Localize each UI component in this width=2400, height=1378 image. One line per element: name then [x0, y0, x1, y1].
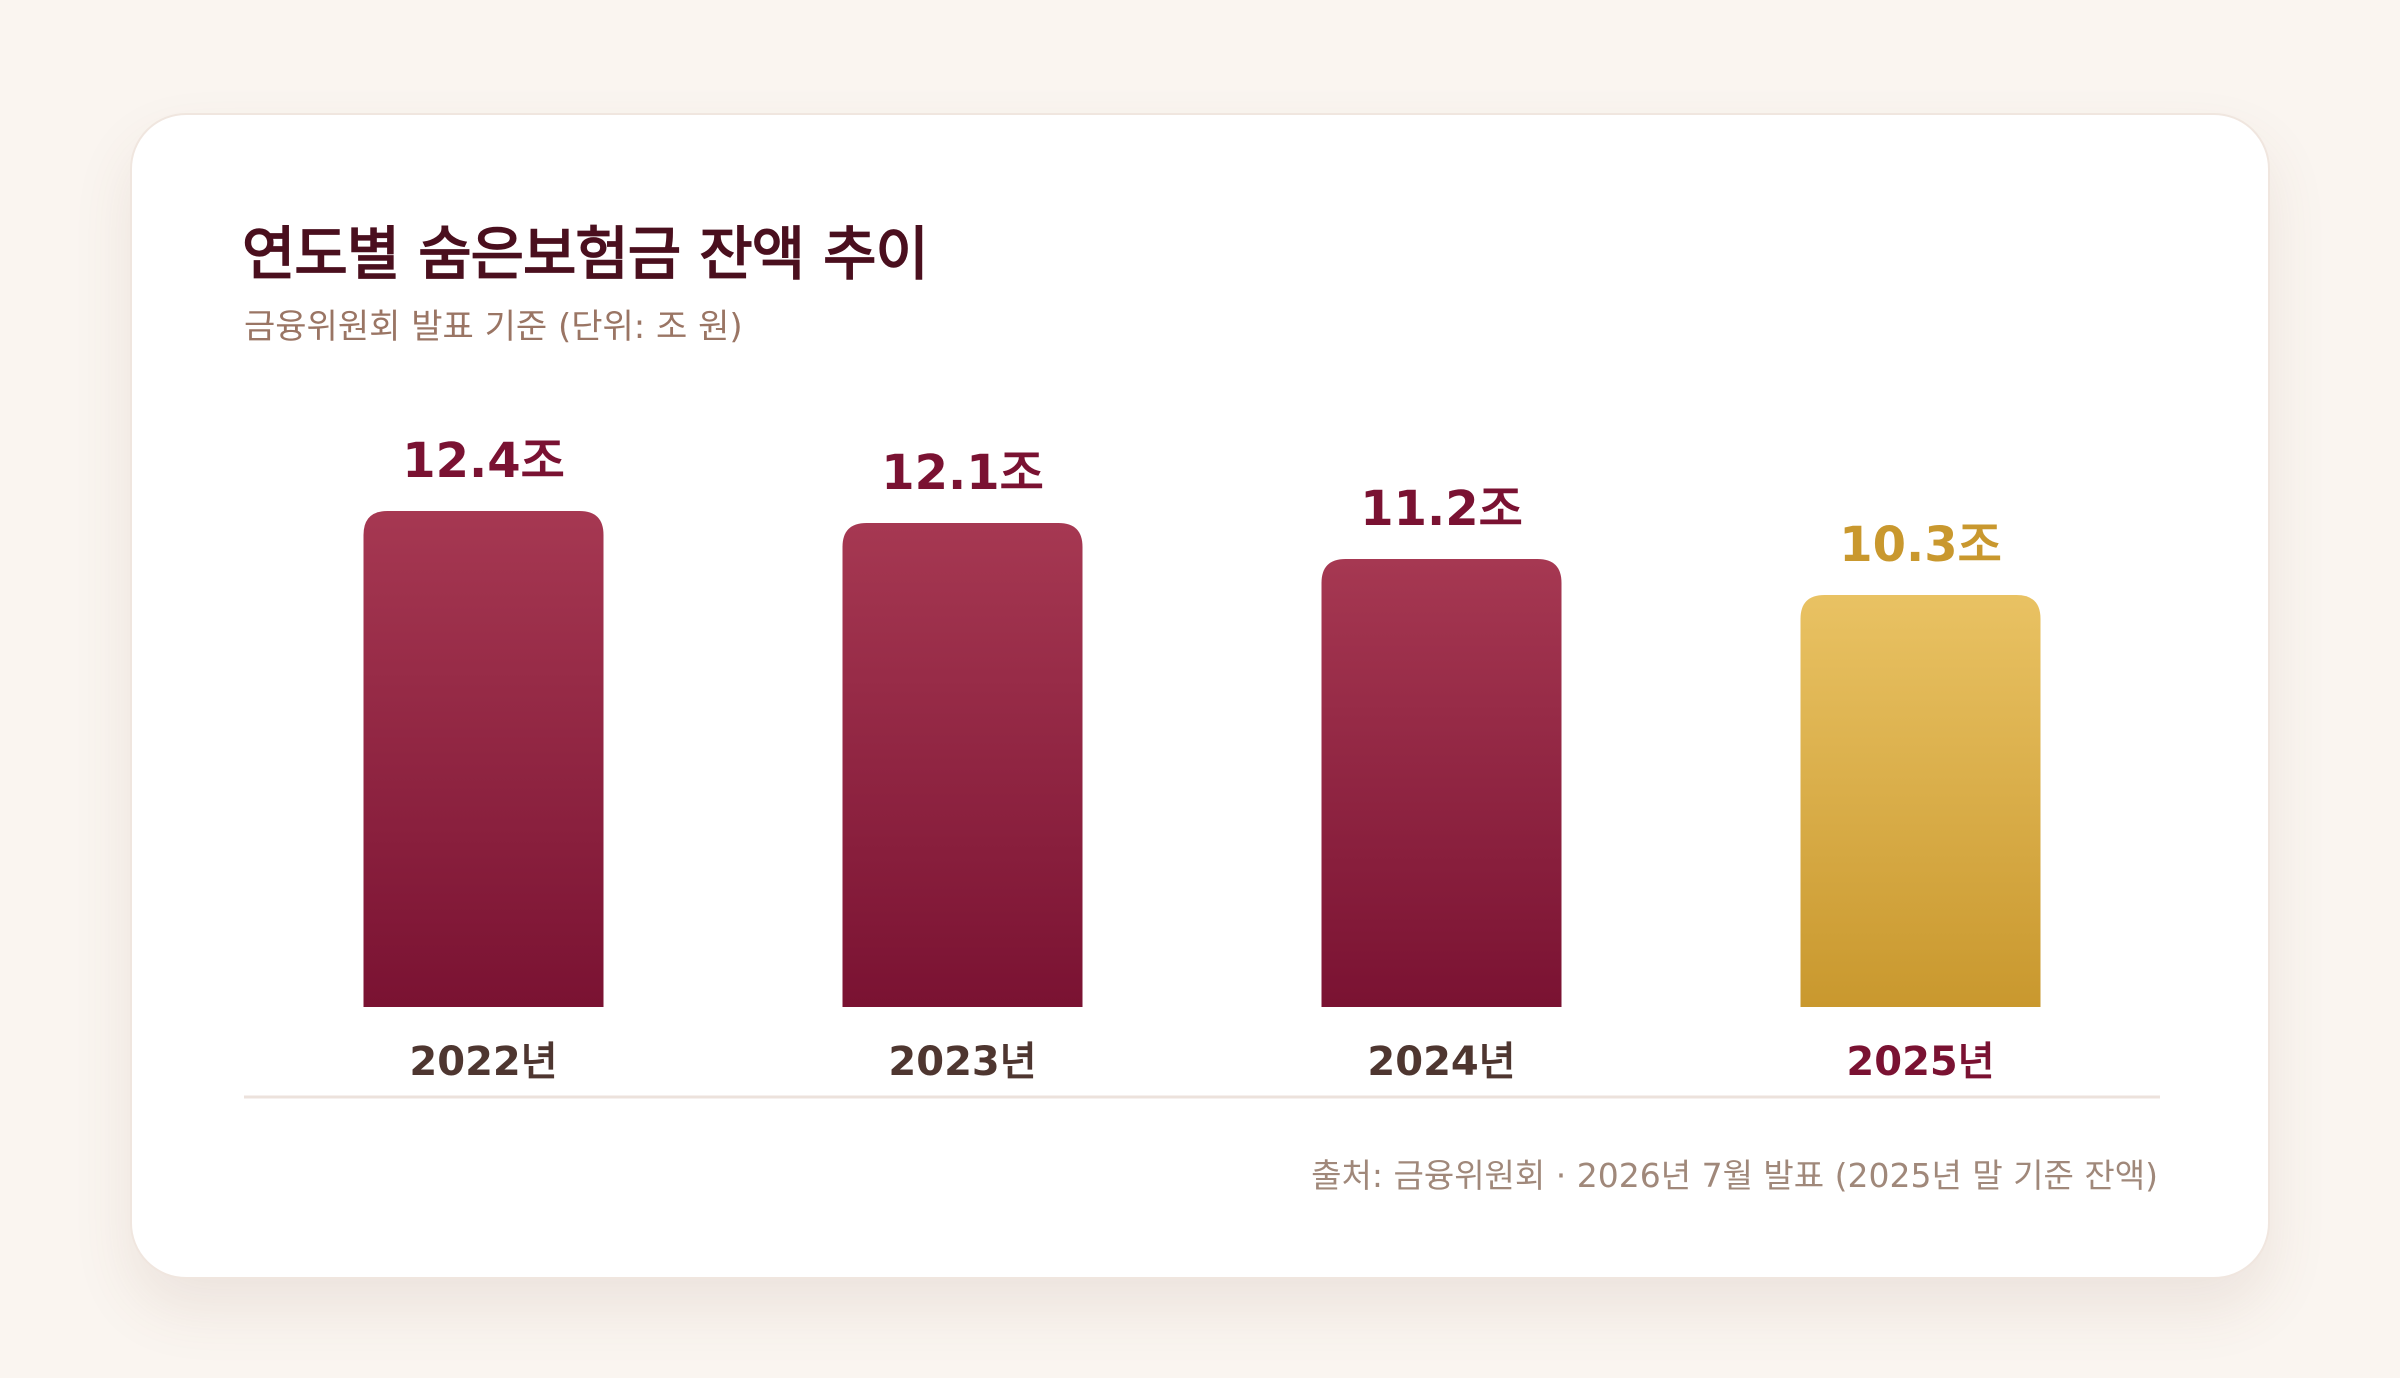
bar-chart: 12.4조 12.1조 11.2조 10.3조 2022년 2023년 2024년 2025…	[244, 433, 2160, 1099]
category-label: 2024년	[1367, 1039, 1515, 1085]
value-label: 12.1조	[881, 445, 1044, 501]
category-label: 2023년	[888, 1039, 1036, 1085]
chart-card: 연도별 숨은보험금 잔액 추이 금융위원회 발표 기준 (단위: 조 원) 12…	[130, 113, 2270, 1279]
value-labels-group: 12.4조 12.1조 11.2조 10.3조	[402, 433, 2002, 573]
category-label: 2025년	[1846, 1039, 1994, 1085]
source-note: 출처: 금융위원회 · 2026년 7월 발표 (2025년 말 기준 잔액)	[1311, 1156, 2158, 1195]
chart-title: 연도별 숨은보험금 잔액 추이	[242, 220, 929, 288]
chart-subtitle: 금융위원회 발표 기준 (단위: 조 원)	[244, 307, 743, 347]
category-label: 2022년	[409, 1039, 557, 1085]
category-labels-group: 2022년 2023년 2024년 2025년	[409, 1039, 1994, 1085]
bar-2024년	[1321, 559, 1562, 1007]
value-label: 11.2조	[1360, 481, 1523, 537]
bars-group	[363, 511, 2041, 1007]
value-label: 10.3조	[1839, 517, 2002, 573]
value-label: 12.4조	[402, 433, 565, 489]
bar-2025년	[1800, 595, 2041, 1007]
bar-2023년	[842, 523, 1083, 1007]
bar-2022년	[363, 511, 604, 1007]
